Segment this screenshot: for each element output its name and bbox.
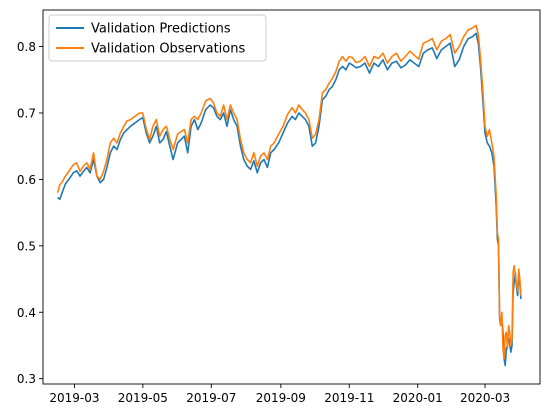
legend-label-observations: Validation Observations <box>91 42 245 57</box>
x-tick-label: 2020-01 <box>393 391 443 405</box>
x-tick-label: 2020-03 <box>460 391 510 405</box>
plot-background <box>43 10 540 384</box>
y-tick-label: 0.7 <box>17 106 36 120</box>
y-tick-label: 0.6 <box>17 173 36 187</box>
y-tick-label: 0.4 <box>17 306 36 320</box>
axes-layer: 2019-03 2019-05 2019-07 2019-09 2019-11 2020-… <box>17 9 541 405</box>
x-tick-label: 2019-09 <box>256 391 306 405</box>
legend: Validation Predictions Validation Observ… <box>48 14 267 62</box>
y-tick-label: 0.3 <box>17 372 36 386</box>
series-layer <box>56 24 522 367</box>
x-tick-label: 2019-03 <box>49 391 99 405</box>
legend-label-predictions: Validation Predictions <box>91 22 231 37</box>
x-tick-label: 2019-05 <box>118 391 168 405</box>
y-tick-label: 0.5 <box>17 239 36 253</box>
y-tick-label: 0.8 <box>17 40 36 54</box>
series-line-observations <box>56 24 522 360</box>
plot-frame <box>42 9 541 385</box>
x-tick-label: 2019-07 <box>186 391 236 405</box>
x-tick-label: 2019-11 <box>324 391 374 405</box>
series-line-predictions <box>57 32 522 367</box>
legend-box <box>48 14 267 62</box>
